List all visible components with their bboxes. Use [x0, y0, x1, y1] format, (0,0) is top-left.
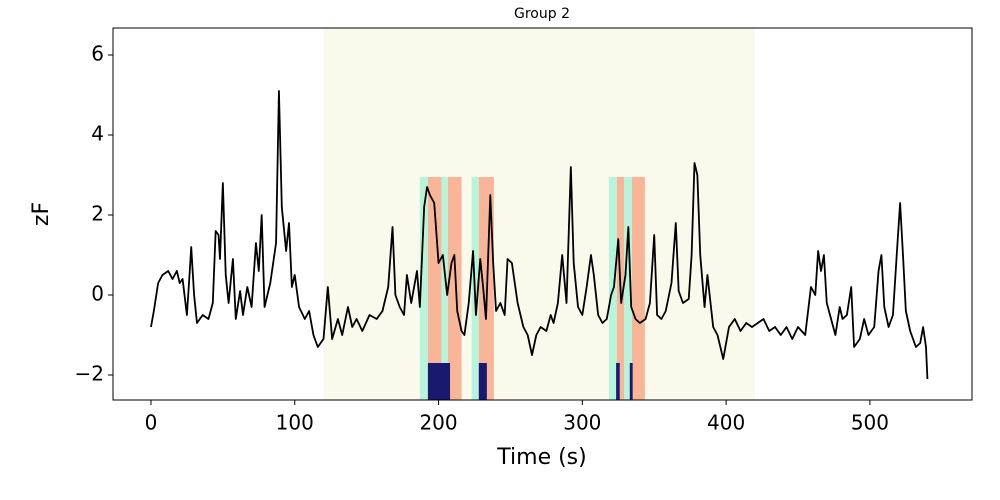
shaded-span: [616, 363, 620, 400]
shaded-span: [323, 28, 755, 400]
x-tick-label: 0: [145, 411, 158, 435]
x-tick-label: 500: [851, 411, 889, 435]
shaded-span: [441, 177, 448, 400]
shaded-span: [447, 177, 462, 400]
shaded-span: [419, 177, 428, 400]
x-axis-label: Time (s): [496, 445, 586, 470]
x-tick-label: 400: [707, 411, 745, 435]
data-line: [150, 90, 929, 380]
y-tick-label: 4: [91, 122, 104, 146]
y-tick-label: 0: [91, 282, 104, 306]
x-tick-label: 100: [276, 411, 314, 435]
shaded-span: [427, 177, 442, 400]
shaded-span: [478, 363, 487, 400]
chart-title: Group 2: [514, 6, 570, 22]
shaded-span: [629, 363, 633, 400]
x-tick-label: 300: [563, 411, 601, 435]
y-tick-label: −2: [75, 362, 104, 386]
shaded-span: [427, 363, 451, 400]
y-tick-label: 2: [91, 202, 104, 226]
shaded-span: [624, 177, 632, 400]
x-tick-label: 200: [419, 411, 457, 435]
y-axis-label: zF: [29, 202, 54, 226]
y-tick-label: 6: [91, 42, 104, 66]
plot-frame: [112, 27, 973, 401]
shaded-span: [631, 177, 645, 400]
